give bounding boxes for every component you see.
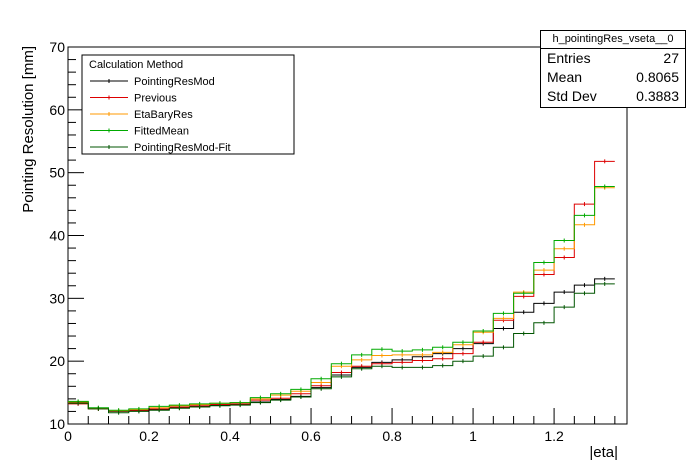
stats-entries-label: Entries bbox=[547, 50, 591, 66]
stats-row-entries: Entries 27 bbox=[541, 49, 685, 68]
legend-label: PointingResMod bbox=[134, 76, 215, 88]
legend-entries: PointingResMod Previous EtaBaryRes FittedMe… bbox=[90, 76, 231, 154]
legend-entry: PointingResMod bbox=[90, 76, 215, 88]
y-tick-label: 70 bbox=[49, 39, 65, 55]
x-tick-label: 0 bbox=[64, 428, 72, 444]
legend: Calculation Method PointingResMod Previou… bbox=[81, 54, 295, 155]
y-tick-label: 40 bbox=[49, 228, 65, 244]
series-fittedmean bbox=[68, 184, 615, 413]
stats-row-stddev: Std Dev 0.3883 bbox=[541, 87, 685, 106]
legend-label: Previous bbox=[134, 93, 177, 105]
series-pointingresmod-fit bbox=[68, 281, 615, 415]
stats-title: h_pointingRes_vseta__0 bbox=[541, 31, 685, 49]
stats-stddev-value: 0.3883 bbox=[636, 88, 679, 104]
legend-label: PointingResMod-Fit bbox=[134, 142, 231, 154]
series-line bbox=[68, 283, 615, 414]
x-tick-label: 0.4 bbox=[220, 428, 240, 444]
legend-entry: EtaBaryRes bbox=[90, 109, 193, 121]
y-tick-label: 10 bbox=[49, 416, 65, 432]
stats-entries-value: 27 bbox=[663, 50, 679, 66]
x-axis-label: |eta| bbox=[589, 444, 618, 461]
y-axis-label: Pointing Resolution [mm] bbox=[20, 46, 37, 213]
y-tick-label: 30 bbox=[49, 290, 65, 306]
legend-label: FittedMean bbox=[134, 126, 189, 138]
stats-stddev-label: Std Dev bbox=[547, 88, 597, 104]
legend-title: Calculation Method bbox=[89, 59, 183, 71]
legend-entry: Previous bbox=[90, 93, 177, 105]
y-tick-label: 20 bbox=[49, 353, 65, 369]
y-tick-label: 60 bbox=[49, 102, 65, 118]
stats-row-mean: Mean 0.8065 bbox=[541, 68, 685, 87]
x-tick-label: 1 bbox=[469, 428, 477, 444]
x-tick-label: 0.2 bbox=[139, 428, 159, 444]
x-tick-label: 1.2 bbox=[544, 428, 564, 444]
x-tick-label: 0.8 bbox=[382, 428, 402, 444]
stats-box: h_pointingRes_vseta__0 Entries 27 Mean 0… bbox=[540, 30, 686, 108]
series-pointingresmod bbox=[68, 276, 615, 414]
y-tick-label: 50 bbox=[49, 165, 65, 181]
x-tick-label: 0.6 bbox=[301, 428, 321, 444]
legend-label: EtaBaryRes bbox=[134, 109, 193, 121]
stats-mean-label: Mean bbox=[547, 69, 583, 85]
series-layer bbox=[68, 159, 615, 415]
series-line bbox=[68, 278, 615, 412]
legend-entry: PointingResMod-Fit bbox=[90, 142, 231, 154]
legend-entry: FittedMean bbox=[90, 126, 189, 138]
axes-layer: 10 20 30 40 50 60 70 0 0.2 0.4 0.6 0.8 1 1.2 bbox=[49, 39, 616, 444]
stats-mean-value: 0.8065 bbox=[636, 69, 679, 85]
legend-box bbox=[81, 54, 295, 155]
